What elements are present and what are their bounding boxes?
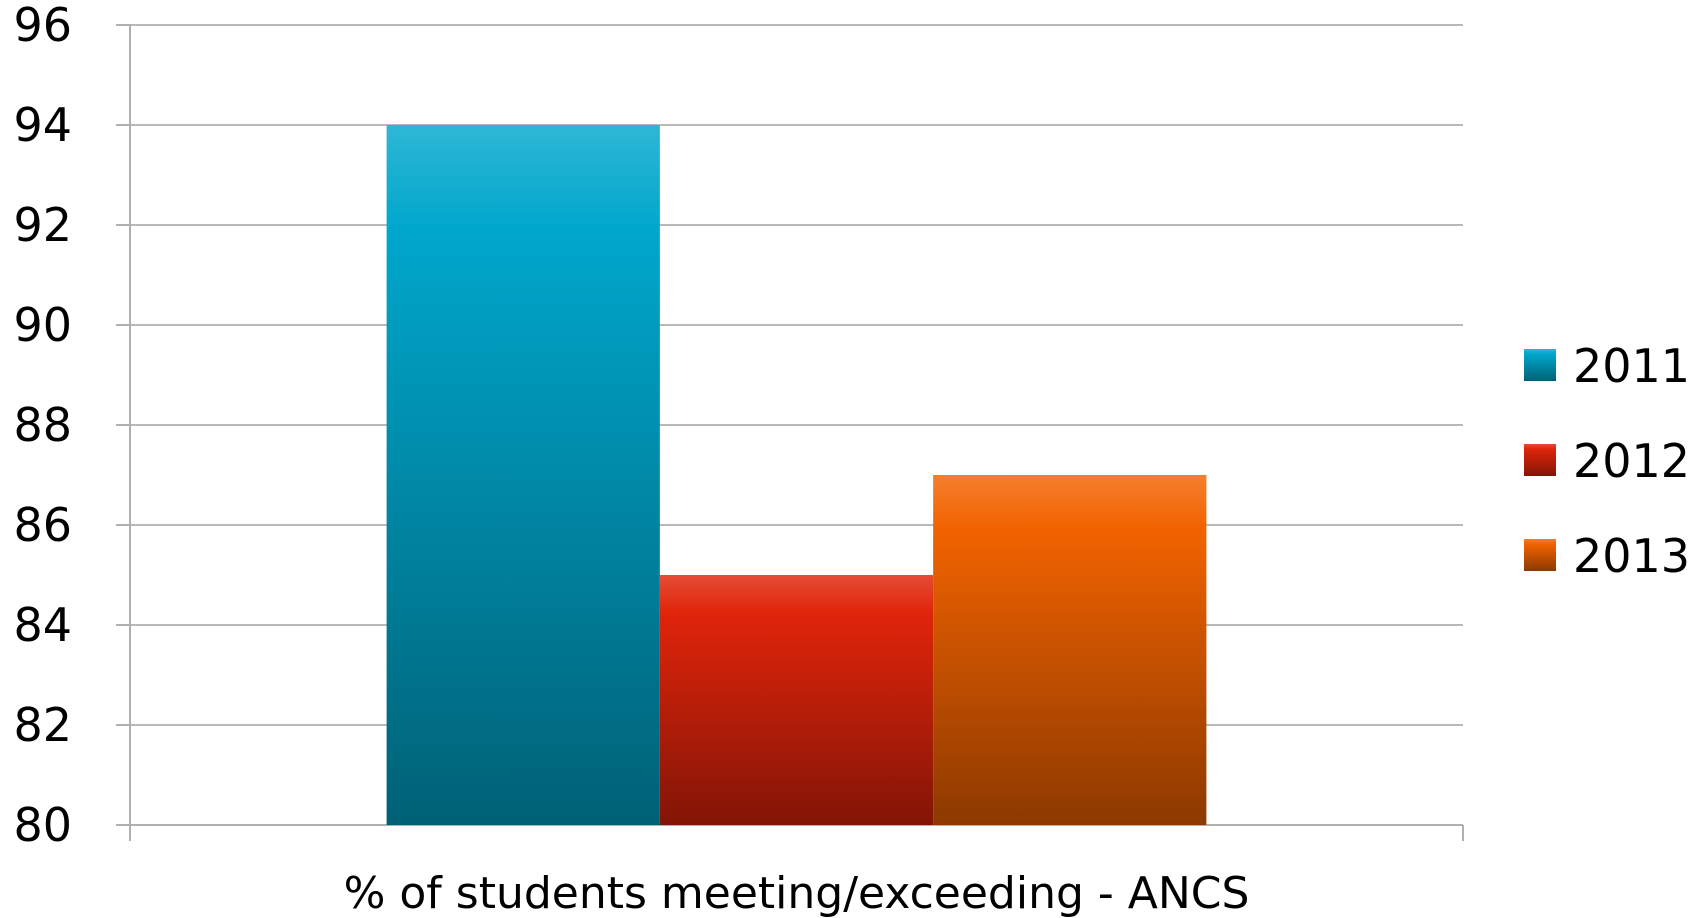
gridlines (116, 24, 1463, 826)
y-tick-label: 80 (13, 798, 72, 852)
y-tick-label: 96 (13, 0, 72, 52)
legend-swatch-2012 (1524, 444, 1556, 476)
legend-label-2012: 2012 (1573, 434, 1690, 488)
category-label: % of students meeting/exceeding - ANCS (344, 868, 1250, 918)
bar-2011 (386, 125, 660, 825)
legend-label-2011: 2011 (1573, 339, 1690, 393)
legend-swatch-2011 (1524, 349, 1556, 381)
y-tick-label: 86 (13, 498, 72, 552)
legend-swatch-2013 (1524, 539, 1556, 571)
y-tick-label: 94 (13, 98, 72, 152)
y-tick-label: 90 (13, 298, 72, 352)
y-tick-label: 82 (13, 698, 72, 752)
legend-label-2013: 2013 (1573, 529, 1690, 583)
legend: 2011 2012 2013 (1524, 339, 1690, 583)
y-tick-label: 88 (13, 398, 72, 452)
y-tick-labels: 80 82 84 86 88 90 92 94 96 (13, 0, 72, 852)
category-labels: % of students meeting/exceeding - ANCS (344, 868, 1250, 918)
bar-2012 (659, 575, 934, 825)
y-tick-label: 92 (13, 198, 72, 252)
y-tick-label: 84 (13, 598, 72, 652)
bars (386, 125, 1207, 825)
bar-2013 (933, 475, 1207, 825)
